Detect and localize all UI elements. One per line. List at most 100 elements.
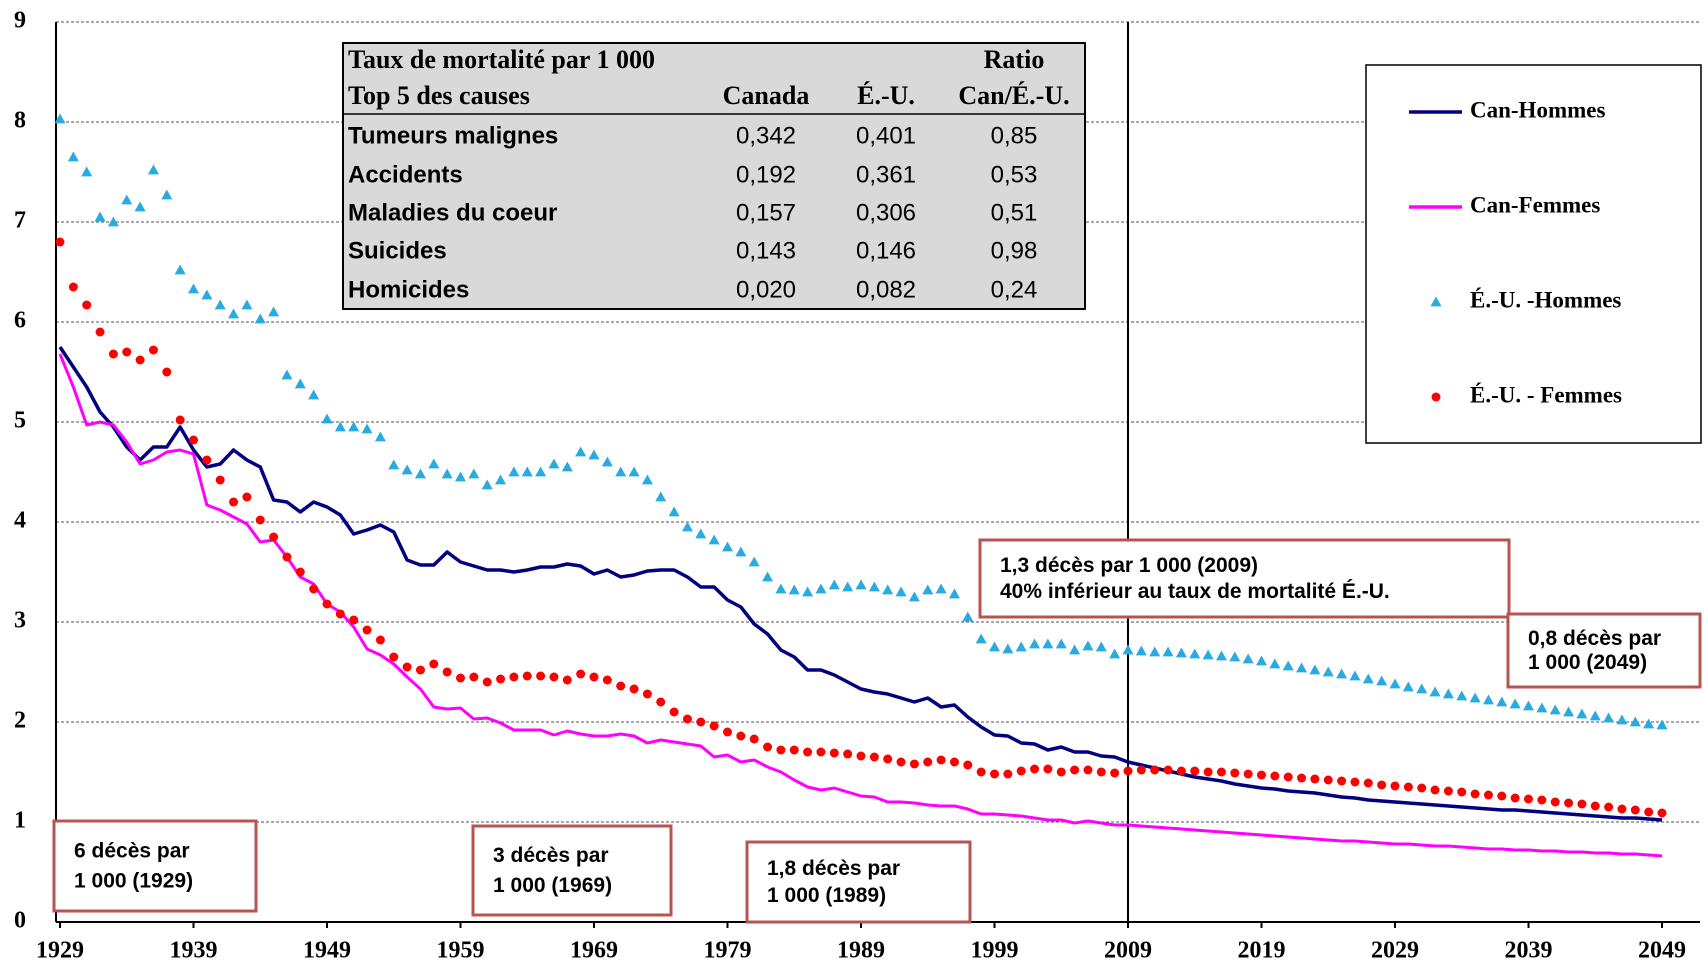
marker-triangle xyxy=(134,201,146,212)
x-tick-label: 1959 xyxy=(437,938,485,964)
marker-triangle xyxy=(147,164,159,175)
marker-circle xyxy=(1297,773,1307,783)
series-line xyxy=(58,346,1663,822)
table-cell: 0,98 xyxy=(991,237,1038,264)
marker-circle xyxy=(389,652,399,662)
marker-circle xyxy=(1310,774,1320,784)
marker-triangle xyxy=(321,413,333,424)
marker-triangle xyxy=(1002,643,1014,654)
table-cell: 0,192 xyxy=(736,161,796,188)
marker-triangle xyxy=(895,586,907,597)
marker-circle xyxy=(335,609,345,619)
marker-triangle xyxy=(1162,646,1174,657)
marker-circle xyxy=(496,674,506,684)
marker-triangle xyxy=(67,151,79,162)
x-tick-label: 2029 xyxy=(1371,938,1419,964)
marker-triangle xyxy=(1296,662,1308,673)
y-tick-label: 0 xyxy=(14,908,26,934)
annotation: 6 décès par 1 000 (1929) xyxy=(52,819,258,913)
marker-triangle xyxy=(1536,702,1548,713)
marker-circle xyxy=(856,751,866,761)
marker-circle xyxy=(536,671,546,681)
legend-label: É.-U. - Femmes xyxy=(1470,382,1622,407)
table-header: Taux de mortalité par 1 000 xyxy=(348,45,655,74)
y-tick-label: 2 xyxy=(14,708,26,734)
annotation-text: 0,8 décès par xyxy=(1528,627,1661,650)
marker-triangle xyxy=(615,466,627,477)
marker-circle xyxy=(562,675,572,685)
marker-circle xyxy=(215,475,225,485)
marker-triangle xyxy=(1456,690,1468,701)
marker-circle xyxy=(269,532,279,542)
marker-triangle xyxy=(1229,651,1241,662)
marker-circle xyxy=(990,769,999,779)
marker-triangle xyxy=(1095,641,1107,652)
table-row-label: Accidents xyxy=(348,161,463,188)
annotation-text: 1 000 (1989) xyxy=(767,884,886,907)
x-tick-label: 1979 xyxy=(704,938,752,964)
marker-circle xyxy=(1016,766,1026,776)
marker-circle xyxy=(309,584,319,594)
marker-circle xyxy=(1123,766,1133,776)
marker-circle xyxy=(189,435,198,445)
marker-circle xyxy=(429,659,439,669)
marker-circle xyxy=(682,714,692,724)
marker-circle xyxy=(108,349,118,359)
legend-marker xyxy=(1431,392,1441,402)
annotation-box xyxy=(52,819,258,913)
marker-circle xyxy=(1110,768,1120,778)
marker-circle xyxy=(175,415,185,425)
marker-circle xyxy=(1350,777,1360,787)
marker-triangle xyxy=(1389,678,1401,689)
x-tick-label: 1989 xyxy=(837,938,885,964)
marker-triangle xyxy=(1322,666,1334,677)
marker-triangle xyxy=(361,423,373,434)
marker-triangle xyxy=(1336,668,1348,679)
marker-circle xyxy=(1470,789,1480,799)
marker-circle xyxy=(749,734,759,744)
marker-triangle xyxy=(695,528,707,539)
marker-triangle xyxy=(374,431,386,442)
marker-triangle xyxy=(1496,696,1508,707)
marker-circle xyxy=(482,677,492,687)
marker-circle xyxy=(549,672,559,682)
marker-circle xyxy=(202,455,212,465)
marker-circle xyxy=(295,567,305,577)
marker-triangle xyxy=(414,468,426,479)
marker-triangle xyxy=(561,461,573,472)
marker-circle xyxy=(68,282,78,292)
marker-triangle xyxy=(989,641,1000,652)
marker-triangle xyxy=(1656,719,1668,730)
legend: Can-Hommes Can-Femmes É.-U. -Hommes É.-U. -… xyxy=(1365,64,1702,444)
marker-circle xyxy=(522,671,532,681)
marker-triangle xyxy=(94,211,106,222)
annotation-text: 1,3 décès par 1 000 (2009) xyxy=(1000,554,1258,577)
marker-triangle xyxy=(1135,645,1147,656)
marker-circle xyxy=(709,721,719,731)
table-cell: 0,157 xyxy=(736,199,796,226)
marker-circle xyxy=(789,745,799,755)
marker-triangle xyxy=(601,456,613,467)
table-cell: 0,53 xyxy=(991,161,1038,188)
marker-triangle xyxy=(81,166,93,177)
marker-triangle xyxy=(455,471,466,482)
marker-triangle xyxy=(668,506,680,517)
marker-circle xyxy=(1604,802,1614,812)
table-cell: 0,24 xyxy=(991,276,1038,303)
marker-circle xyxy=(1230,768,1240,778)
annotation-text: 1 000 (1929) xyxy=(74,870,193,893)
marker-triangle xyxy=(762,571,774,582)
marker-triangle xyxy=(588,449,600,460)
marker-triangle xyxy=(935,583,947,594)
table-row-label: Suicides xyxy=(348,237,447,264)
marker-triangle xyxy=(1202,649,1214,660)
marker-triangle xyxy=(241,299,253,310)
y-tick-label: 7 xyxy=(14,208,26,234)
x-tick-label: 2009 xyxy=(1104,938,1152,964)
marker-circle xyxy=(255,515,265,525)
marker-triangle xyxy=(54,113,66,124)
table-cell: 0,342 xyxy=(736,122,796,149)
marker-circle xyxy=(1337,776,1347,786)
marker-triangle xyxy=(748,556,760,567)
